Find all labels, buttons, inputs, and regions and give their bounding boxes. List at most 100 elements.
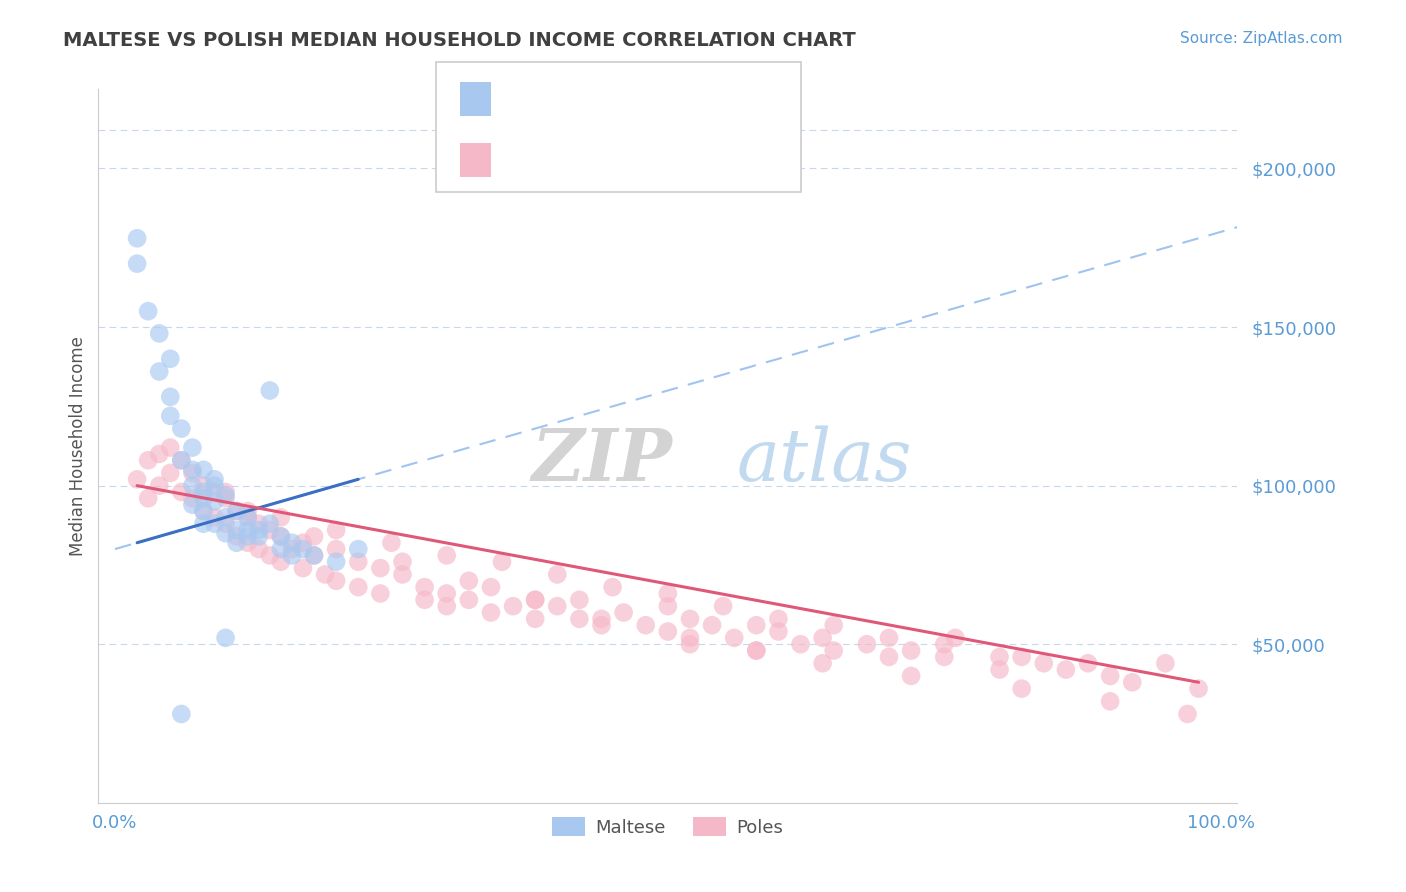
Point	[225, 529, 247, 543]
Point	[159, 409, 181, 423]
Point	[370, 586, 392, 600]
Point	[236, 510, 259, 524]
Point	[325, 523, 347, 537]
Point	[259, 516, 281, 531]
Point	[214, 631, 236, 645]
Point	[170, 706, 193, 721]
Point	[934, 637, 956, 651]
Text: 109: 109	[671, 149, 711, 169]
Point	[193, 463, 215, 477]
Point	[270, 529, 292, 543]
Point	[657, 624, 679, 639]
Text: MALTESE VS POLISH MEDIAN HOUSEHOLD INCOME CORRELATION CHART: MALTESE VS POLISH MEDIAN HOUSEHOLD INCOM…	[63, 31, 856, 50]
Point	[204, 494, 226, 508]
Point	[302, 549, 325, 563]
Text: Source: ZipAtlas.com: Source: ZipAtlas.com	[1180, 31, 1343, 46]
Point	[270, 542, 292, 557]
Point	[789, 637, 811, 651]
Point	[214, 516, 236, 531]
Point	[1011, 681, 1033, 696]
Point	[436, 549, 458, 563]
Text: -0.598: -0.598	[538, 149, 607, 169]
Point	[148, 447, 170, 461]
Point	[291, 561, 314, 575]
Point	[479, 580, 502, 594]
Point	[1121, 675, 1143, 690]
Point	[546, 599, 568, 614]
Point	[325, 574, 347, 588]
Point	[613, 606, 636, 620]
Point	[270, 529, 292, 543]
Point	[281, 549, 304, 563]
Point	[380, 535, 402, 549]
Point	[193, 491, 215, 506]
Point	[204, 485, 226, 500]
Point	[657, 586, 679, 600]
Point	[270, 510, 292, 524]
Point	[679, 612, 702, 626]
Point	[1099, 669, 1122, 683]
Point	[204, 510, 226, 524]
Point	[236, 510, 259, 524]
Point	[193, 478, 215, 492]
Point	[159, 351, 181, 366]
Point	[502, 599, 524, 614]
Point	[657, 599, 679, 614]
Text: atlas: atlas	[737, 425, 911, 496]
Point	[457, 592, 479, 607]
Point	[302, 529, 325, 543]
Point	[127, 257, 149, 271]
Point	[236, 504, 259, 518]
Point	[568, 592, 591, 607]
Point	[634, 618, 657, 632]
Point	[236, 523, 259, 537]
Point	[236, 535, 259, 549]
Point	[236, 529, 259, 543]
Point	[214, 488, 236, 502]
Point	[457, 574, 479, 588]
Point	[170, 453, 193, 467]
Point	[204, 516, 226, 531]
Legend: Maltese, Poles: Maltese, Poles	[546, 810, 790, 844]
Point	[856, 637, 879, 651]
Point	[591, 618, 613, 632]
Point	[943, 631, 966, 645]
Point	[225, 535, 247, 549]
Point	[391, 555, 413, 569]
Point	[745, 643, 768, 657]
Point	[159, 390, 181, 404]
Text: N =: N =	[623, 150, 662, 168]
Point	[247, 529, 270, 543]
Point	[391, 567, 413, 582]
Point	[247, 516, 270, 531]
Point	[225, 504, 247, 518]
Point	[148, 364, 170, 378]
Point	[281, 535, 304, 549]
Point	[193, 504, 215, 518]
Point	[225, 523, 247, 537]
Point	[291, 542, 314, 557]
Point	[193, 485, 215, 500]
Point	[602, 580, 624, 594]
Point	[745, 618, 768, 632]
Point	[823, 618, 845, 632]
Point	[1011, 649, 1033, 664]
Point	[181, 478, 204, 492]
Point	[823, 643, 845, 657]
Point	[325, 555, 347, 569]
Point	[204, 472, 226, 486]
Point	[170, 485, 193, 500]
Text: ZIP: ZIP	[531, 425, 672, 496]
Point	[136, 453, 159, 467]
Point	[1077, 657, 1099, 671]
Point	[181, 491, 204, 506]
Point	[170, 453, 193, 467]
Point	[214, 485, 236, 500]
Point	[479, 606, 502, 620]
Point	[347, 555, 370, 569]
Text: 46: 46	[671, 89, 697, 109]
Point	[127, 472, 149, 486]
Point	[413, 592, 436, 607]
Text: 0.125: 0.125	[547, 89, 609, 109]
Point	[314, 567, 336, 582]
